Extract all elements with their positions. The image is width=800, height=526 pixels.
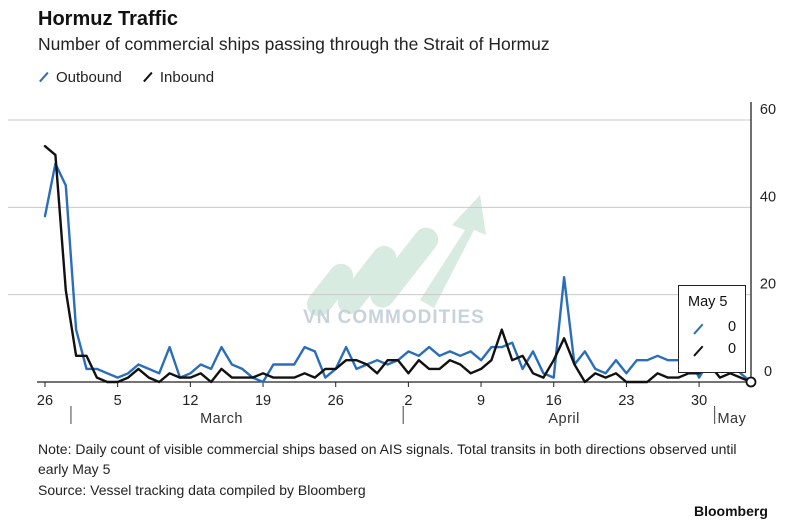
grid-layer (8, 119, 751, 296)
watermark-bar-2 (337, 245, 397, 315)
watermark-logo (306, 195, 486, 317)
chart-note: Note: Daily count of visible commercial … (38, 441, 737, 477)
end-point-marker (745, 376, 757, 388)
series-line-inbound (43, 144, 753, 384)
axis-layer: 0 20 40 60 26 5 12 19 26 2 9 16 23 30 March April May (37, 102, 776, 427)
bloomberg-logo: Bloomberg (694, 503, 768, 519)
watermark-text: VN COMMODITIES (303, 307, 485, 328)
legend-item-outbound[interactable]: Outbound (38, 69, 122, 86)
y-tick-label-40: 40 (760, 189, 776, 205)
legend: Outbound Inbound (38, 69, 214, 86)
series-line-outbound (43, 162, 753, 384)
legend-label-inbound: Inbound (159, 69, 215, 86)
watermark-arrow (420, 195, 486, 308)
y-tick-label-60: 60 (760, 102, 776, 118)
x-tick-label-3: 19 (255, 393, 271, 409)
legend-label-outbound: Outbound (56, 69, 122, 86)
y-tick-label-20: 20 (760, 277, 776, 293)
x-tick-label-7: 16 (546, 393, 562, 409)
tooltip-swatch-inbound (693, 345, 704, 357)
chart-source: Source: Vessel tracking data compiled by… (38, 482, 366, 498)
tooltip-value-outbound: 0 (728, 319, 737, 335)
tooltip-date: May 5 (688, 294, 728, 310)
series-layer (43, 144, 757, 388)
month-label-may: May (717, 411, 746, 427)
x-tick-label-9: 30 (691, 393, 707, 409)
x-tick-label-1: 5 (114, 393, 122, 409)
x-tick-label-8: 23 (618, 393, 634, 409)
x-tick-label-0: 26 (37, 393, 53, 409)
x-tick-label-4: 26 (328, 393, 344, 409)
tooltip-swatch-outbound (693, 323, 704, 335)
hover-tooltip: May 5 0 0 (678, 285, 746, 373)
tooltip-value-inbound: 0 (728, 341, 737, 357)
x-tick-label-2: 12 (182, 393, 198, 409)
legend-item-inbound[interactable]: Inbound (142, 69, 214, 86)
tooltip-row-outbound: 0 (692, 319, 736, 335)
month-label-april: April (548, 411, 580, 427)
chart-subtitle: Number of commercial ships passing throu… (38, 34, 550, 54)
x-tick-label-6: 9 (477, 393, 485, 409)
x-tick-label-5: 2 (404, 393, 412, 409)
chart-title: Hormuz Traffic (38, 8, 179, 30)
month-label-march: March (200, 411, 243, 427)
watermark-bar-3 (370, 227, 439, 308)
tooltip-row-inbound: 0 (692, 341, 736, 357)
y-tick-label-0: 0 (764, 364, 772, 380)
watermark-bar-1 (306, 263, 354, 317)
